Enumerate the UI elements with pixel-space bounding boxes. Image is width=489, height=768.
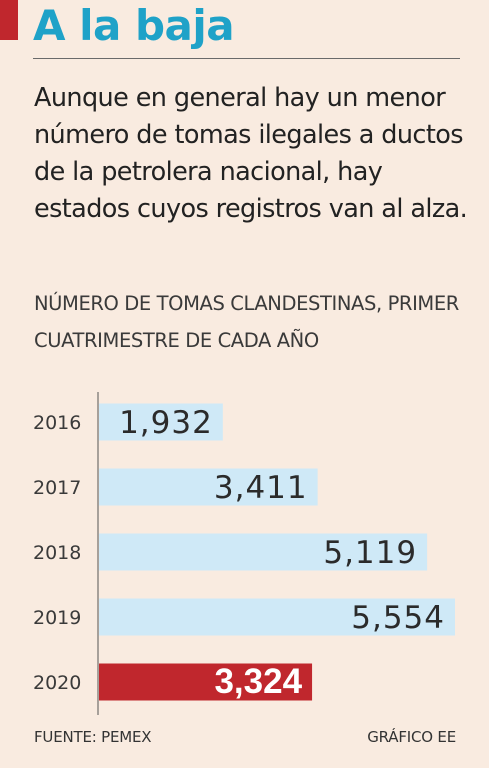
category-label-2020: 2020 xyxy=(33,672,81,694)
category-label-2017: 2017 xyxy=(33,477,81,499)
chart-title: NÚMERO DE TOMAS CLANDESTINAS, PRIMER CUA… xyxy=(34,292,459,352)
value-label-2017: 3,411 xyxy=(214,470,308,506)
value-label-2016: 1,932 xyxy=(119,405,213,441)
bar-2020 xyxy=(99,663,313,701)
bar-2017 xyxy=(99,468,318,506)
category-label-2016: 2016 xyxy=(33,412,81,434)
bar-2016 xyxy=(99,403,223,441)
bar-2018 xyxy=(99,533,428,571)
bar-2019 xyxy=(99,598,455,636)
source-note: FUENTE: PEMEX xyxy=(34,728,152,746)
value-label-2018: 5,119 xyxy=(323,535,417,571)
graphic-credit: GRÁFICO EE xyxy=(367,728,456,746)
category-label-2018: 2018 xyxy=(33,542,81,564)
page-title: A la baja xyxy=(33,1,235,50)
category-label-2019: 2019 xyxy=(33,607,81,629)
accent-bar xyxy=(0,0,18,40)
intro-text: Aunque en general hay un menor número de… xyxy=(34,83,468,224)
value-label-2020: 3,324 xyxy=(214,662,302,701)
value-label-2019: 5,554 xyxy=(351,600,445,636)
title-divider xyxy=(33,58,460,59)
bar-chart: 2016 1,932 2017 3,411 2018 5,119 2019 5,554 2020… xyxy=(33,392,455,715)
